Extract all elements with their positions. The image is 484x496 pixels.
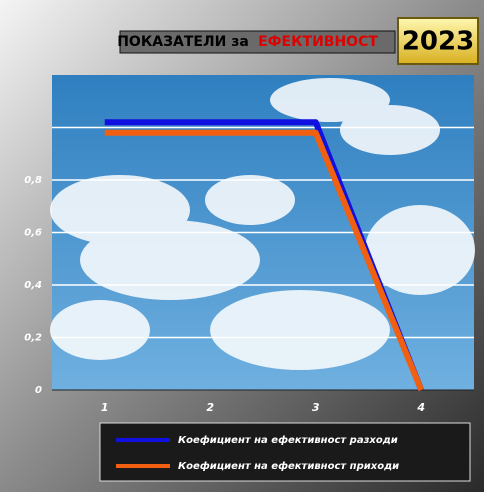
- x-tick-label: 4: [416, 401, 425, 414]
- y-tick-label: 0: [35, 385, 42, 396]
- x-tick-label: 3: [312, 401, 320, 414]
- legend: [99, 422, 471, 482]
- y-tick-label: 0,4: [24, 280, 42, 291]
- y-tick-label: 0,2: [24, 333, 42, 344]
- badge: 2023: [402, 27, 474, 57]
- legend-label: Коефициент на ефективност приходи: [178, 460, 399, 472]
- badge-box: [397, 17, 479, 65]
- y-tick-label: 0,8: [24, 175, 42, 186]
- legend-label: Коефициент на ефективност разходи: [178, 434, 398, 446]
- clouds: [50, 78, 475, 370]
- x-tick-label: 1: [101, 401, 109, 414]
- title-box: [119, 30, 396, 54]
- y-tick-label: 0,6: [24, 228, 42, 239]
- series-line: [104, 129, 425, 392]
- title: ПОКАЗАТЕЛИ за: [117, 34, 249, 50]
- x-tick-label: 2: [206, 401, 214, 414]
- title: ЕФЕКТИВНОСТ: [258, 34, 378, 50]
